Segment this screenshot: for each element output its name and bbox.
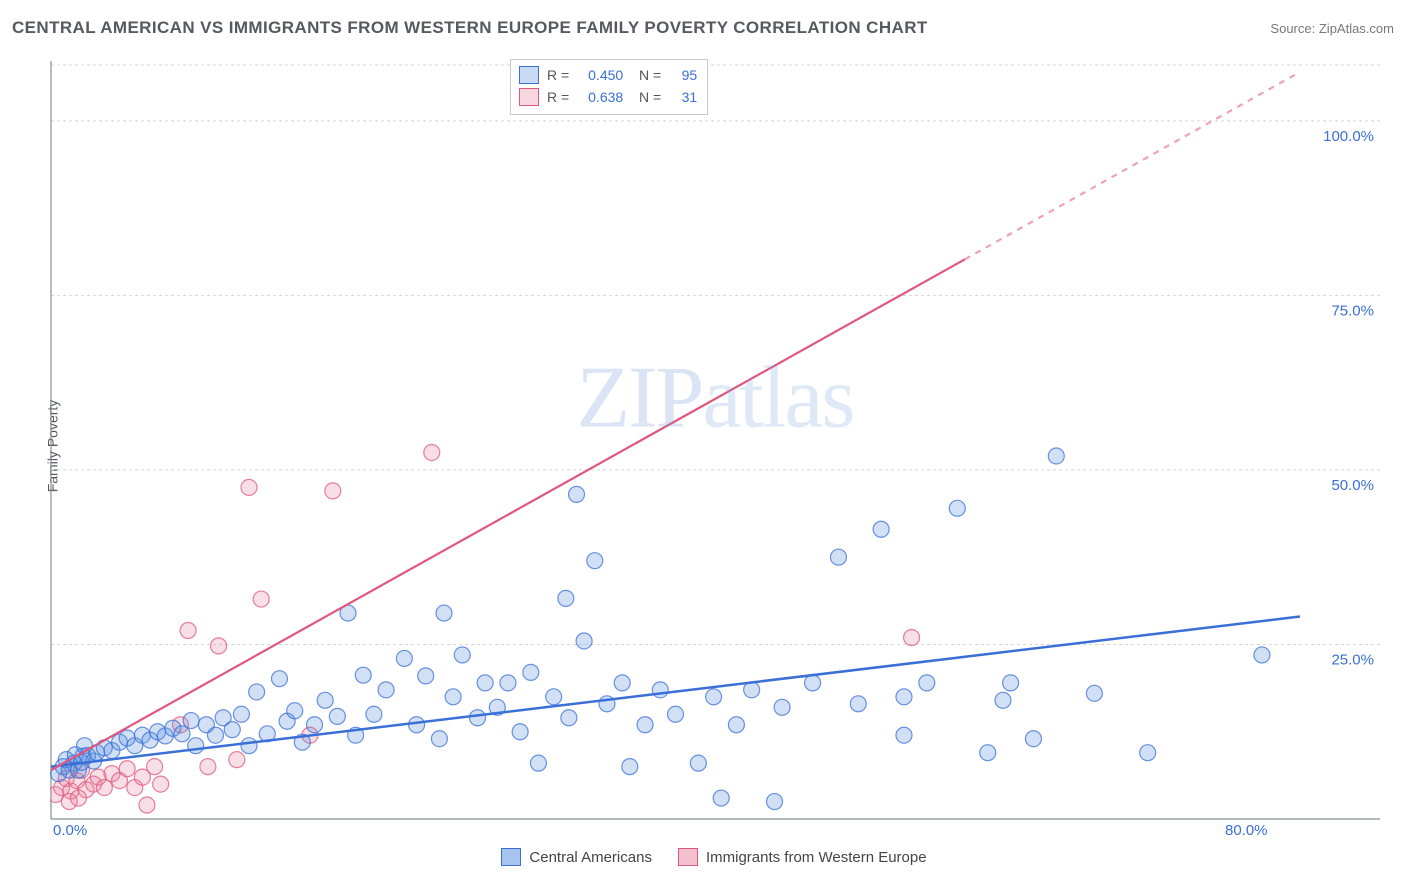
svg-text:80.0%: 80.0%	[1225, 822, 1268, 835]
r-label: R =	[547, 64, 569, 86]
legend-item-1: Central Americans	[501, 848, 652, 866]
svg-text:50.0%: 50.0%	[1331, 477, 1374, 494]
r-label: R =	[547, 86, 569, 108]
swatch-series-2	[519, 88, 539, 106]
swatch-series-1	[519, 66, 539, 84]
n-value-1: 95	[669, 64, 697, 86]
n-label: N =	[631, 64, 661, 86]
n-value-2: 31	[669, 86, 697, 108]
scatter-chart: 25.0%50.0%75.0%100.0%0.0%80.0% ZIPatlas …	[50, 55, 1380, 835]
legend-label-1: Central Americans	[529, 849, 652, 866]
legend-label-2: Immigrants from Western Europe	[706, 849, 927, 866]
title-bar: CENTRAL AMERICAN VS IMMIGRANTS FROM WEST…	[12, 18, 1394, 38]
r-value-2: 0.638	[577, 86, 623, 108]
swatch-series-1	[501, 848, 521, 866]
source-attribution: Source: ZipAtlas.com	[1270, 21, 1394, 36]
r-value-1: 0.450	[577, 64, 623, 86]
svg-text:100.0%: 100.0%	[1323, 128, 1374, 145]
n-label: N =	[631, 86, 661, 108]
series-legend: Central Americans Immigrants from Wester…	[54, 848, 1374, 866]
svg-text:0.0%: 0.0%	[53, 822, 87, 835]
chart-title: CENTRAL AMERICAN VS IMMIGRANTS FROM WEST…	[12, 18, 928, 38]
legend-item-2: Immigrants from Western Europe	[678, 848, 927, 866]
correlation-row-1: R = 0.450 N = 95	[519, 64, 697, 86]
svg-text:75.0%: 75.0%	[1331, 302, 1374, 319]
source-label: Source:	[1270, 21, 1315, 36]
source-name: ZipAtlas.com	[1319, 21, 1394, 36]
chart-svg: 25.0% 50.0% 75.0% 100.0% 0.0% 80.0%	[50, 55, 1380, 835]
correlation-row-2: R = 0.638 N = 31	[519, 86, 697, 108]
swatch-series-2	[678, 848, 698, 866]
correlation-legend: R = 0.450 N = 95 R = 0.638 N = 31	[510, 59, 708, 115]
svg-text:25.0%: 25.0%	[1331, 651, 1374, 668]
